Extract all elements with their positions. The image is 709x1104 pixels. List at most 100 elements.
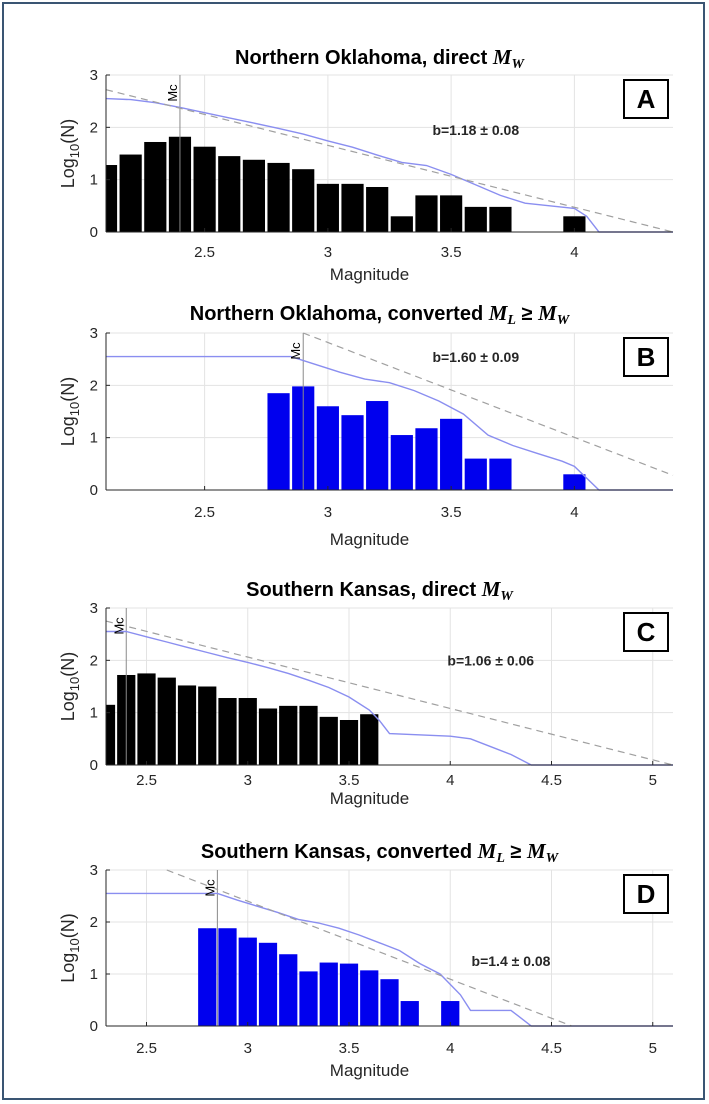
y-tick-label: 3 (90, 67, 98, 84)
histogram-bar (242, 159, 266, 232)
cumulative-curve (106, 355, 673, 491)
x-tick-label: 3 (244, 772, 252, 789)
gr-fit-line (166, 869, 572, 1027)
histogram-bar (339, 719, 359, 765)
title-text: Southern Kansas, converted (201, 841, 478, 863)
y-tick-label: 2 (90, 914, 98, 931)
histogram-bar (258, 708, 278, 765)
mc-label: Mc (288, 342, 303, 360)
y-tick-label: 0 (90, 224, 98, 241)
x-tick-label: 2.5 (194, 504, 215, 521)
y-label-main: Log (58, 953, 78, 983)
histogram-bar (157, 677, 176, 765)
x-tick-label: 3.5 (339, 1040, 360, 1057)
panel-title: Northern Oklahoma, direct MW (235, 45, 526, 72)
histogram-bar (238, 937, 257, 1026)
y-label-sub: 10 (67, 677, 82, 691)
y-axis-label: Log10(N) (58, 377, 82, 447)
histogram-bar (292, 169, 315, 232)
title-relation: ≥ (505, 841, 527, 863)
histogram-bar (144, 141, 167, 232)
gr-fit-line (105, 89, 674, 233)
panel-letter-box (623, 79, 669, 119)
histogram-bar (366, 401, 389, 490)
y-tick-label: 2 (90, 652, 98, 669)
b-value-label: b=1.60 ± 0.09 (432, 349, 519, 365)
y-label-suffix: (N) (58, 913, 78, 938)
histogram-bar (218, 156, 241, 232)
histogram-bar (258, 942, 278, 1026)
histogram-bar (341, 183, 364, 232)
plot-area (106, 333, 673, 490)
panel-letter: C (637, 617, 656, 647)
title-text: Southern Kansas, direct (246, 579, 482, 601)
cumulative-curve (105, 97, 673, 233)
panel-letter-box (623, 874, 669, 914)
y-axis-label: Log10(N) (58, 913, 82, 983)
panel-title: Southern Kansas, direct MW (246, 577, 514, 604)
panel-letter: A (637, 84, 656, 114)
title-math-subscript: L (495, 851, 505, 866)
title-math-symbol: M (488, 301, 509, 325)
panel-title: Northern Oklahoma, converted ML ≥ MW (190, 301, 571, 328)
cumulative-curve (106, 630, 673, 766)
histogram-bar (380, 979, 399, 1026)
y-tick-label: 1 (90, 430, 98, 447)
mc-label: Mc (202, 879, 217, 897)
panel-d: Mc 2.5 3 3.5 4 4.5 5 0 1 2 3 Magnitude Log10(N) South… (58, 839, 673, 1080)
title-math-symbol: M (477, 839, 498, 863)
histogram-bar (267, 393, 290, 490)
y-label-sub: 10 (67, 144, 82, 158)
histogram-bar (319, 716, 338, 765)
histogram-bar (119, 154, 142, 232)
y-tick-label: 2 (90, 377, 98, 394)
histogram-bar (464, 458, 487, 490)
histogram-bar (299, 971, 318, 1026)
title-math-symbol: M (492, 45, 513, 69)
y-tick-label: 2 (90, 119, 98, 136)
y-axis-label: Log10(N) (58, 119, 82, 189)
y-tick-label: 1 (90, 966, 98, 983)
x-tick-label: 2.5 (136, 1040, 157, 1057)
histogram-bar (193, 146, 216, 232)
b-value-label: b=1.18 ± 0.08 (432, 122, 519, 138)
cumulative-curve (106, 892, 673, 1027)
title-relation: ≥ (516, 303, 538, 325)
histogram-bar (316, 406, 339, 490)
y-label-suffix: (N) (58, 652, 78, 677)
title-text: Northern Oklahoma, direct (235, 47, 493, 69)
mc-label: Mc (111, 617, 126, 635)
y-label-main: Log (58, 158, 78, 188)
panel-letter-box (623, 612, 669, 652)
plot-area (106, 75, 673, 232)
histogram-bar (415, 428, 438, 490)
title-math-symbol-2: M (526, 839, 547, 863)
histogram-bar (400, 1001, 419, 1026)
histogram-bar (489, 206, 512, 232)
gr-fit-line (303, 332, 674, 476)
histogram-bar (441, 1001, 460, 1026)
y-tick-label: 1 (90, 172, 98, 189)
y-tick-label: 0 (90, 482, 98, 499)
x-tick-label: 2.5 (194, 244, 215, 261)
x-tick-label: 3.5 (441, 244, 462, 261)
x-tick-label: 2.5 (136, 772, 157, 789)
histogram-bar (563, 216, 586, 232)
histogram-bar (316, 183, 339, 232)
histogram-bar (366, 186, 389, 232)
histogram-bar (238, 698, 257, 765)
histogram-bar (415, 195, 438, 232)
y-axis-label: Log10(N) (58, 652, 82, 722)
x-tick-label: 4 (570, 504, 578, 521)
panel-c: Mc 2.5 3 3.5 4 4.5 5 0 1 2 3 Magnitude Log10(N) South… (58, 577, 674, 808)
histogram-bar (218, 698, 237, 765)
histogram-bar (106, 704, 116, 765)
title-math-subscript: W (500, 589, 514, 604)
y-label-main: Log (58, 691, 78, 721)
x-axis-label: Magnitude (330, 1061, 409, 1080)
y-tick-label: 3 (90, 325, 98, 342)
histogram-bar (339, 963, 359, 1026)
x-tick-label: 3 (324, 504, 332, 521)
title-math-symbol: M (481, 577, 502, 601)
